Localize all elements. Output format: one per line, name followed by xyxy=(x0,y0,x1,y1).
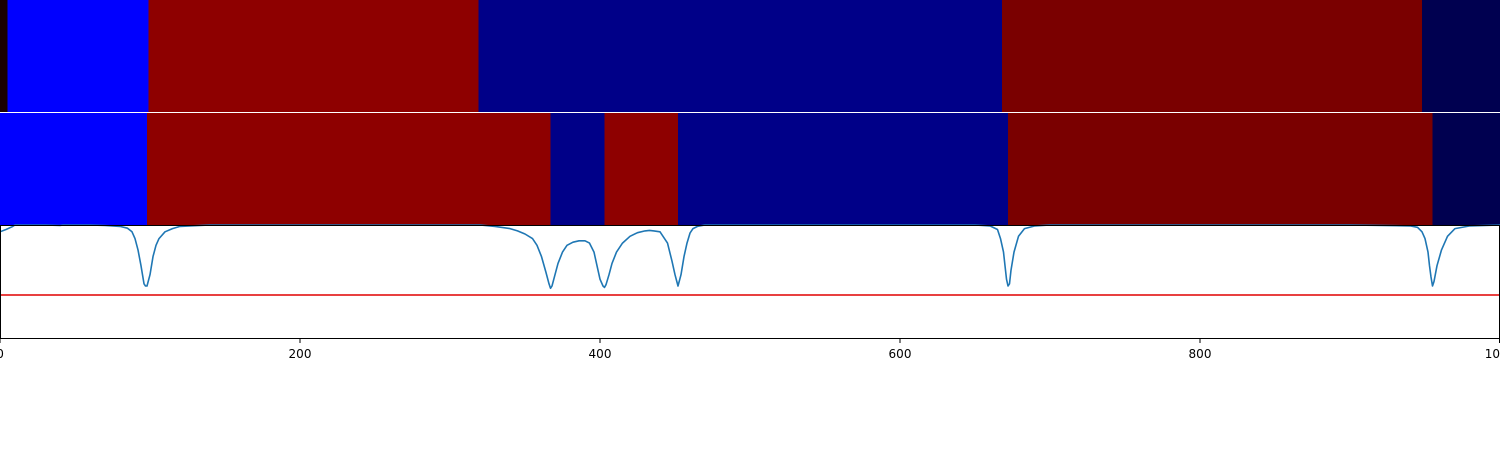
bottom-strip-segment-2 xyxy=(147,113,551,225)
bottom-strip-segment-6 xyxy=(1008,113,1433,225)
segmentation-strip-bottom xyxy=(0,113,1500,225)
segmentation-strip-top xyxy=(0,0,1500,112)
plot-area xyxy=(0,225,1500,339)
bottom-strip-segment-5 xyxy=(678,113,1008,225)
top-strip-segment-2 xyxy=(7,0,149,112)
top-strip-segment-6 xyxy=(1422,0,1500,112)
boundary-score-panel xyxy=(0,224,1500,339)
x-tick-label-0: 0 xyxy=(0,347,4,361)
x-tick-label-1000: 1000 xyxy=(1485,347,1500,361)
top-strip-segment-4 xyxy=(478,0,1002,112)
top-strip-segment-3 xyxy=(148,0,479,112)
bottom-strip-segment-4 xyxy=(604,113,678,225)
score-series-line xyxy=(0,224,1500,290)
bottom-strip-segment-7 xyxy=(1432,113,1500,225)
top-strip-segment-1 xyxy=(0,0,8,112)
top-strip-segment-5 xyxy=(1002,0,1422,112)
x-tick-label-400: 400 xyxy=(589,347,612,361)
x-axis: 0 200 400 600 800 1000 xyxy=(0,338,1500,361)
x-tick-label-800: 800 xyxy=(1189,347,1212,361)
bottom-strip-segment-1 xyxy=(0,113,147,225)
x-tick-label-600: 600 xyxy=(889,347,912,361)
x-tick-label-200: 200 xyxy=(289,347,312,361)
bottom-strip-segment-3 xyxy=(550,113,605,225)
